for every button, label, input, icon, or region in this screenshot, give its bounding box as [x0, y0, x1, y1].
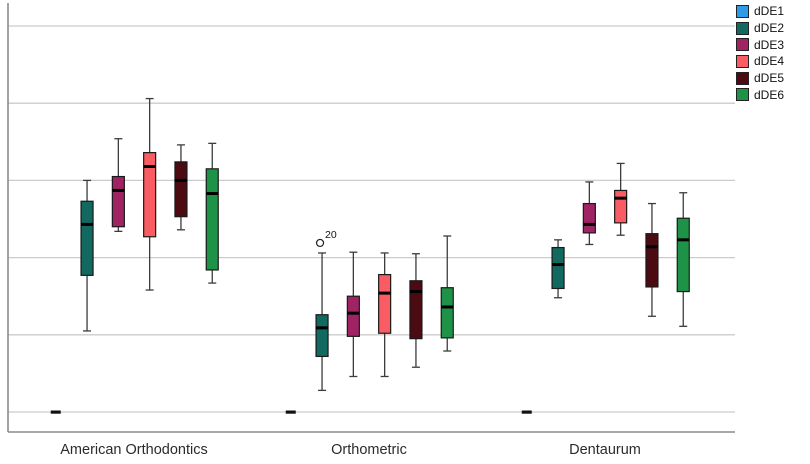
- legend-item-dDE3: dDE3: [736, 36, 784, 53]
- box-dDE4-Dentaurum: [614, 189, 628, 224]
- box-dDE1-Orthometric: [285, 410, 296, 414]
- category-label: American Orthodontics: [60, 442, 207, 458]
- outlier-label: 20: [325, 229, 337, 241]
- legend-swatch-dDE2: [736, 21, 749, 35]
- legend-item-dDE4: dDE4: [736, 53, 784, 70]
- legend-label: dDE3: [754, 37, 785, 52]
- box-dDE3-American Orthodontics: [111, 175, 125, 228]
- legend-swatch-dDE4: [736, 54, 749, 68]
- legend-swatch-dDE1: [736, 4, 749, 18]
- box-dDE2-Orthometric: [315, 314, 329, 358]
- box-dDE1-American Orthodontics: [50, 410, 61, 414]
- legend-label: dDE1: [754, 4, 785, 19]
- legend-swatch-dDE5: [736, 71, 749, 85]
- legend-item-dDE1: dDE1: [736, 3, 784, 20]
- outlier-marker: [315, 238, 325, 248]
- legend-swatch-dDE3: [736, 38, 749, 52]
- legend: dDE1 dDE2 dDE3 dDE4 dDE5 dDE6: [736, 3, 784, 103]
- legend-label: dDE5: [754, 71, 785, 86]
- category-label: Dentaurum: [569, 442, 641, 458]
- box-dDE3-Dentaurum: [582, 202, 596, 234]
- box-dDE1-Dentaurum: [521, 410, 532, 414]
- box-dDE6-American Orthodontics: [205, 168, 219, 271]
- legend-item-dDE2: dDE2: [736, 20, 784, 37]
- legend-item-dDE5: dDE5: [736, 70, 784, 87]
- box-dDE6-Dentaurum: [676, 217, 690, 293]
- legend-swatch-dDE6: [736, 88, 749, 102]
- category-label: Orthometric: [331, 442, 407, 458]
- box-dDE2-Dentaurum: [551, 246, 565, 290]
- box-dDE5-Orthometric: [409, 280, 423, 340]
- box-dDE6-Orthometric: [440, 287, 454, 339]
- box-dDE5-American Orthodontics: [174, 161, 188, 218]
- box-dDE4-Orthometric: [378, 273, 392, 334]
- legend-label: dDE6: [754, 87, 785, 102]
- box-dDE4-American Orthodontics: [143, 152, 157, 238]
- box-dDE2-American Orthodontics: [80, 200, 94, 276]
- legend-label: dDE4: [754, 54, 785, 69]
- box-dDE5-Dentaurum: [645, 233, 659, 288]
- legend-label: dDE2: [754, 21, 785, 36]
- legend-item-dDE6: dDE6: [736, 86, 784, 103]
- box-dDE3-Orthometric: [346, 295, 360, 337]
